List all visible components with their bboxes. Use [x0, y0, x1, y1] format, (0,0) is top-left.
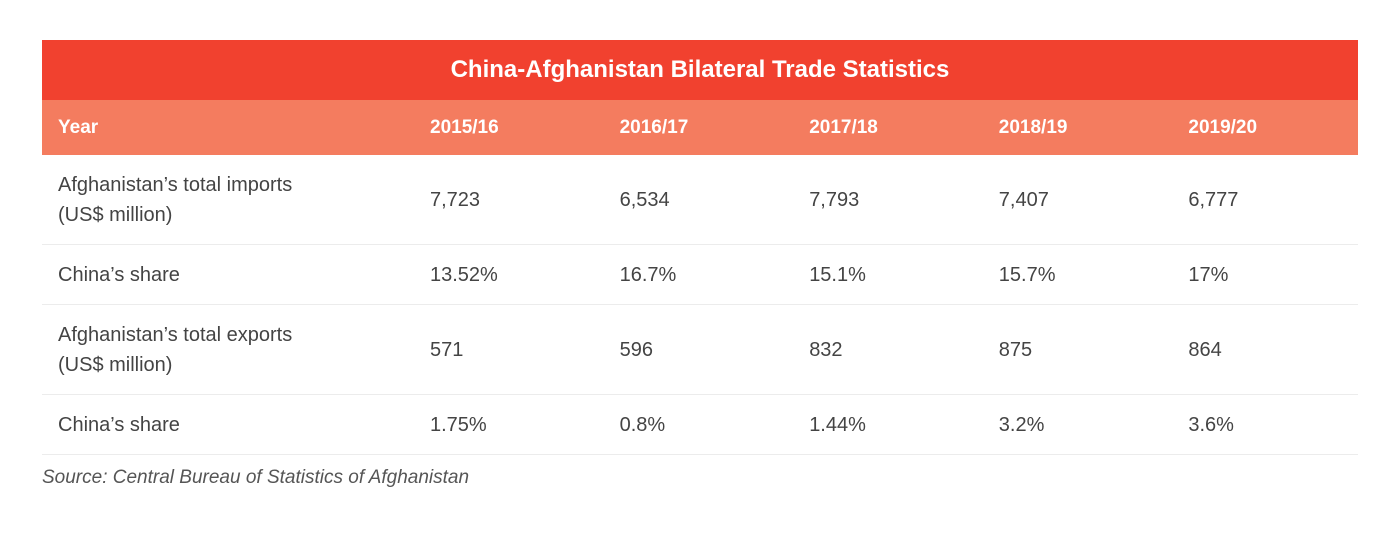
- data-cell: 1.44%: [789, 394, 979, 455]
- source-note: Source: Central Bureau of Statistics of …: [42, 467, 470, 488]
- header-cell: 2015/16: [410, 100, 600, 155]
- data-cell: 15.1%: [789, 244, 979, 305]
- row-label: China’s share: [42, 244, 410, 305]
- header-cell: 2016/17: [599, 100, 790, 155]
- header-row: Year 2015/16 2016/17 2017/18 2018/19 2019/20: [42, 100, 1358, 155]
- data-cell: 7,407: [978, 155, 1169, 245]
- data-cell: 0.8%: [599, 394, 790, 455]
- data-cell: 7,793: [789, 155, 979, 245]
- trade-table-card: China-Afghanistan Bilateral Trade Statis…: [42, 40, 1358, 455]
- data-cell: 13.52%: [410, 244, 600, 305]
- table-row: Afghanistan’s total imports (US$ million…: [42, 155, 1358, 245]
- data-cell: 3.2%: [978, 394, 1169, 455]
- data-cell: 864: [1168, 304, 1358, 395]
- data-cell: 3.6%: [1168, 394, 1358, 455]
- data-cell: 1.75%: [410, 394, 600, 455]
- data-cell: 15.7%: [978, 244, 1169, 305]
- table-row: China’s share 13.52% 16.7% 15.1% 15.7% 17%: [42, 244, 1358, 305]
- table-title: China-Afghanistan Bilateral Trade Statis…: [42, 40, 1358, 100]
- row-label: Afghanistan’s total exports (US$ million…: [42, 304, 410, 395]
- data-cell: 6,534: [599, 155, 790, 245]
- data-cell: 7,723: [410, 155, 600, 245]
- data-cell: 875: [978, 304, 1169, 395]
- header-cell: Year: [42, 100, 410, 155]
- data-cell: 6,777: [1168, 155, 1358, 245]
- row-label: Afghanistan’s total imports (US$ million…: [42, 155, 410, 245]
- row-label: China’s share: [42, 394, 410, 455]
- data-cell: 16.7%: [599, 244, 790, 305]
- table-row: Afghanistan’s total exports (US$ million…: [42, 304, 1358, 395]
- trade-table: Year 2015/16 2016/17 2017/18 2018/19 2019/20 …: [42, 100, 1358, 455]
- data-cell: 596: [599, 304, 790, 395]
- table-row: China’s share 1.75% 0.8% 1.44% 3.2% 3.6%: [42, 394, 1358, 455]
- data-cell: 832: [789, 304, 979, 395]
- header-cell: 2019/20: [1168, 100, 1358, 155]
- header-cell: 2018/19: [978, 100, 1169, 155]
- data-cell: 571: [410, 304, 600, 395]
- table-body: Afghanistan’s total imports (US$ million…: [42, 155, 1358, 455]
- data-cell: 17%: [1168, 244, 1358, 305]
- header-cell: 2017/18: [789, 100, 979, 155]
